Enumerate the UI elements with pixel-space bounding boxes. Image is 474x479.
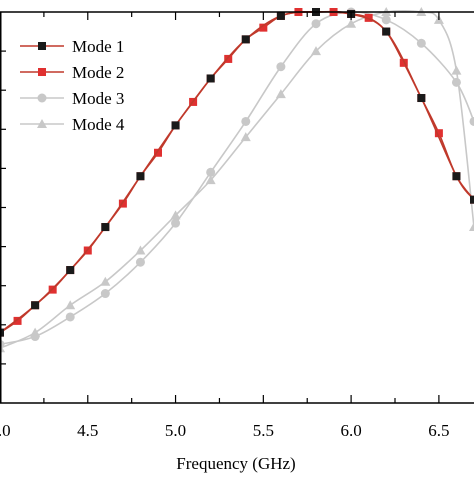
legend-item-mode-1: Mode 1	[20, 37, 124, 56]
series-line	[0, 12, 474, 333]
data-point	[66, 266, 74, 274]
x-tick-label: 5.0	[165, 421, 186, 440]
x-tick-label: 5.5	[253, 421, 274, 440]
data-point	[31, 332, 40, 341]
legend-label: Mode 1	[72, 37, 124, 56]
data-point	[101, 223, 109, 231]
data-point	[242, 35, 250, 43]
series-mode-2	[0, 8, 474, 337]
data-point	[470, 196, 474, 204]
data-point	[312, 19, 321, 28]
data-point	[136, 172, 144, 180]
data-point	[452, 172, 460, 180]
data-point	[346, 19, 356, 28]
series-mode-1	[0, 8, 474, 337]
data-point	[65, 300, 75, 309]
x-tick-label: 6.0	[340, 421, 361, 440]
legend-marker	[38, 42, 46, 50]
data-point	[101, 289, 110, 298]
legend-marker	[38, 94, 47, 103]
data-point	[31, 301, 39, 309]
plot-area	[0, 7, 474, 352]
legend-marker	[38, 68, 46, 76]
data-point	[136, 258, 145, 267]
data-point	[452, 78, 461, 87]
plot-clipped-group	[0, 7, 474, 352]
legend-item-mode-2: Mode 2	[20, 63, 124, 82]
legend-label: Mode 4	[72, 115, 125, 134]
legend-label: Mode 2	[72, 63, 124, 82]
data-point	[469, 222, 474, 231]
data-point	[382, 15, 391, 24]
data-point	[207, 74, 215, 82]
data-point	[276, 62, 285, 71]
x-tick-label: 4.5	[77, 421, 98, 440]
x-tick-label: 6.5	[428, 421, 449, 440]
data-point	[206, 168, 215, 177]
data-point	[382, 28, 390, 36]
data-point	[277, 12, 285, 20]
legend-label: Mode 3	[72, 89, 124, 108]
data-point	[66, 312, 75, 321]
data-point	[417, 39, 426, 48]
legend-item-mode-3: Mode 3	[20, 89, 124, 108]
data-point	[241, 117, 250, 126]
x-tick-label: 4.0	[0, 421, 11, 440]
data-point	[451, 66, 461, 75]
data-point	[417, 94, 425, 102]
data-point	[470, 117, 474, 126]
legend: Mode 1 Mode 2 Mode 3 Mode 4	[20, 37, 125, 134]
legend-item-mode-4: Mode 4	[20, 115, 125, 134]
data-point	[171, 219, 180, 228]
x-axis-label: Frequency (GHz)	[176, 454, 295, 473]
data-point	[172, 121, 180, 129]
